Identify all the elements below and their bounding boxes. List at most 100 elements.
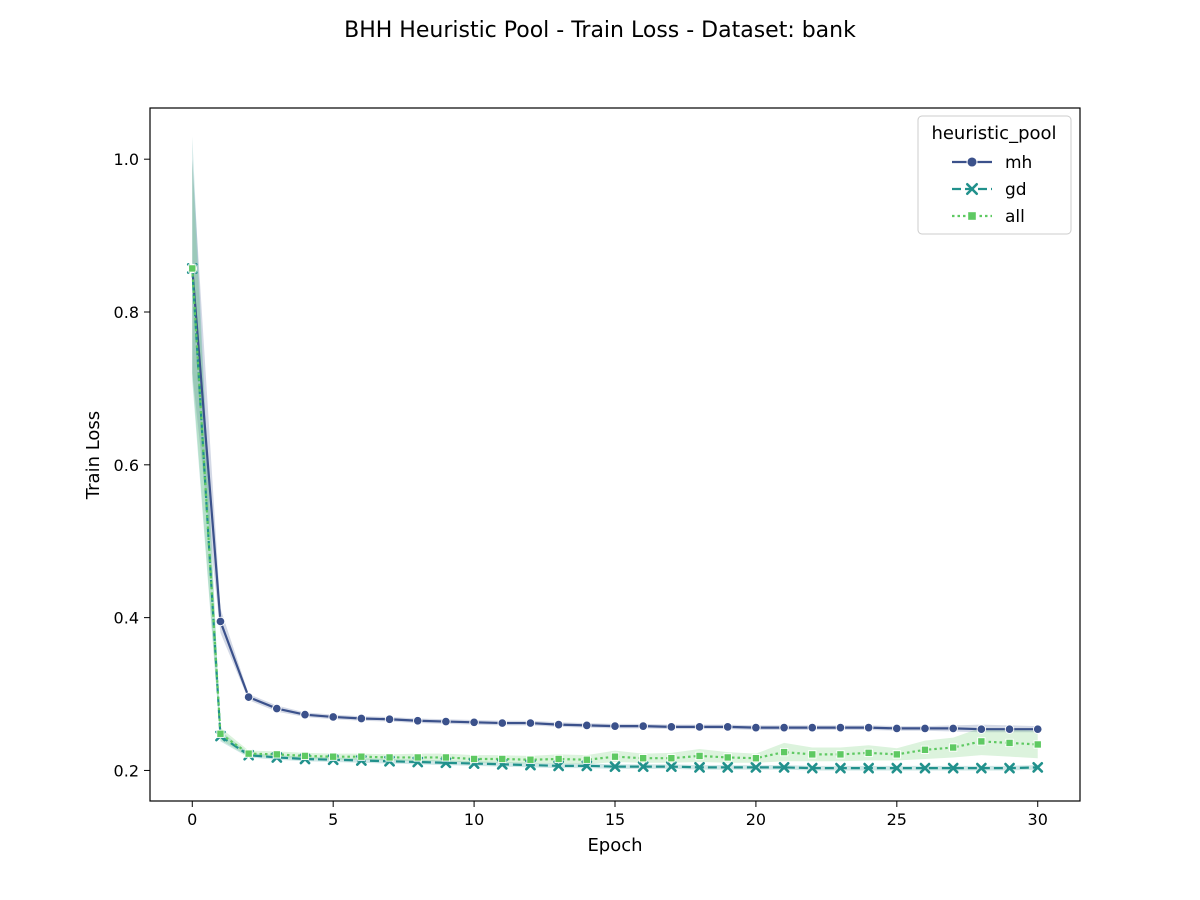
y-tick-label: 0.6 bbox=[114, 456, 139, 475]
y-tick-label: 0.4 bbox=[114, 609, 139, 628]
point-gd bbox=[1032, 761, 1044, 773]
legend-box bbox=[917, 115, 1072, 235]
markers-all bbox=[188, 264, 1042, 764]
point-gd bbox=[694, 761, 705, 773]
point-all bbox=[864, 748, 873, 757]
point-mh bbox=[497, 718, 508, 728]
point-all bbox=[498, 754, 507, 764]
point-mh bbox=[920, 723, 930, 734]
point-all bbox=[779, 747, 789, 757]
point-mh bbox=[948, 723, 958, 734]
x-tick-label: 0 bbox=[187, 810, 197, 829]
point-all bbox=[949, 743, 958, 752]
point-gd bbox=[637, 761, 649, 773]
point-mh bbox=[469, 717, 479, 728]
point-mh bbox=[553, 719, 564, 730]
point-gd bbox=[609, 761, 621, 773]
point-gd bbox=[750, 761, 762, 773]
chart-title: BHH Heuristic Pool - Train Loss - Datase… bbox=[344, 18, 856, 43]
legend-label-gd: gd bbox=[1005, 180, 1027, 200]
point-gd bbox=[975, 762, 987, 774]
point-gd bbox=[947, 762, 959, 774]
point-mh bbox=[835, 722, 846, 733]
point-all bbox=[216, 729, 225, 738]
point-all bbox=[751, 754, 761, 763]
point-gd bbox=[665, 761, 677, 773]
point-mh bbox=[441, 716, 451, 727]
point-mh bbox=[243, 692, 254, 702]
point-gd bbox=[553, 760, 565, 772]
x-axis-ticks: 0 5 10 15 20 25 30 bbox=[187, 801, 1048, 829]
x-tick-label: 25 bbox=[887, 810, 907, 829]
point-all bbox=[357, 752, 366, 761]
point-all bbox=[188, 264, 197, 273]
point-gd bbox=[1004, 762, 1015, 774]
point-mh bbox=[1004, 724, 1015, 734]
legend-marker-all bbox=[967, 211, 977, 221]
y-tick-label: 0.8 bbox=[114, 303, 139, 322]
legend-item-gd: gd bbox=[952, 180, 1027, 200]
y-axis-label: Train Loss bbox=[83, 411, 104, 500]
point-all bbox=[836, 750, 845, 759]
y-axis-ticks: 0.2 0.4 0.6 0.8 1.0 bbox=[114, 150, 150, 780]
point-mh bbox=[525, 718, 536, 728]
point-all bbox=[329, 752, 338, 761]
y-tick-label: 0.2 bbox=[114, 761, 139, 780]
point-gd bbox=[722, 761, 734, 773]
point-all bbox=[723, 753, 732, 762]
legend: heuristic_pool mh gd all bbox=[917, 115, 1072, 235]
point-gd bbox=[863, 762, 875, 774]
x-tick-label: 10 bbox=[464, 810, 484, 829]
point-mh bbox=[722, 722, 733, 732]
point-all bbox=[1005, 738, 1014, 748]
legend-label-mh: mh bbox=[1005, 153, 1032, 173]
point-mh bbox=[328, 712, 338, 722]
legend-title: heuristic_pool bbox=[931, 123, 1056, 144]
point-gd bbox=[835, 762, 846, 774]
point-gd bbox=[778, 761, 790, 773]
point-mh bbox=[610, 721, 620, 731]
point-all bbox=[695, 751, 704, 761]
point-all bbox=[272, 750, 281, 759]
point-all bbox=[639, 754, 648, 763]
point-mh bbox=[300, 709, 310, 720]
point-all bbox=[413, 753, 422, 762]
legend-item-all: all bbox=[952, 207, 1025, 227]
point-all bbox=[385, 753, 394, 762]
point-all bbox=[554, 754, 563, 764]
point-all bbox=[469, 754, 479, 764]
point-mh bbox=[976, 724, 987, 734]
point-mh bbox=[807, 722, 818, 733]
point-mh bbox=[412, 716, 423, 726]
point-gd bbox=[806, 762, 818, 774]
legend-marker-gd bbox=[965, 182, 979, 196]
markers-mh bbox=[187, 263, 1043, 734]
y-tick-label: 1.0 bbox=[114, 150, 139, 169]
point-mh bbox=[694, 722, 705, 732]
point-all bbox=[610, 752, 620, 761]
x-tick-label: 20 bbox=[746, 810, 766, 829]
point-mh bbox=[751, 722, 761, 733]
point-mh bbox=[384, 714, 395, 724]
point-mh bbox=[215, 616, 226, 627]
point-mh bbox=[1032, 724, 1043, 734]
legend-item-mh: mh bbox=[952, 153, 1032, 173]
point-all bbox=[977, 737, 986, 746]
point-all bbox=[582, 755, 591, 764]
point-all bbox=[808, 750, 817, 759]
point-all bbox=[300, 751, 310, 761]
x-axis-label: Epoch bbox=[587, 835, 642, 856]
point-gd bbox=[891, 762, 903, 774]
point-mh bbox=[779, 722, 789, 733]
point-mh bbox=[863, 722, 874, 733]
point-all bbox=[892, 750, 901, 759]
point-all bbox=[920, 745, 930, 754]
point-all bbox=[244, 749, 253, 758]
series-markers bbox=[186, 263, 1044, 774]
point-mh bbox=[582, 720, 592, 731]
legend-marker-mh bbox=[966, 156, 978, 168]
point-mh bbox=[638, 721, 648, 731]
point-all bbox=[526, 755, 535, 764]
point-all bbox=[1033, 740, 1042, 749]
